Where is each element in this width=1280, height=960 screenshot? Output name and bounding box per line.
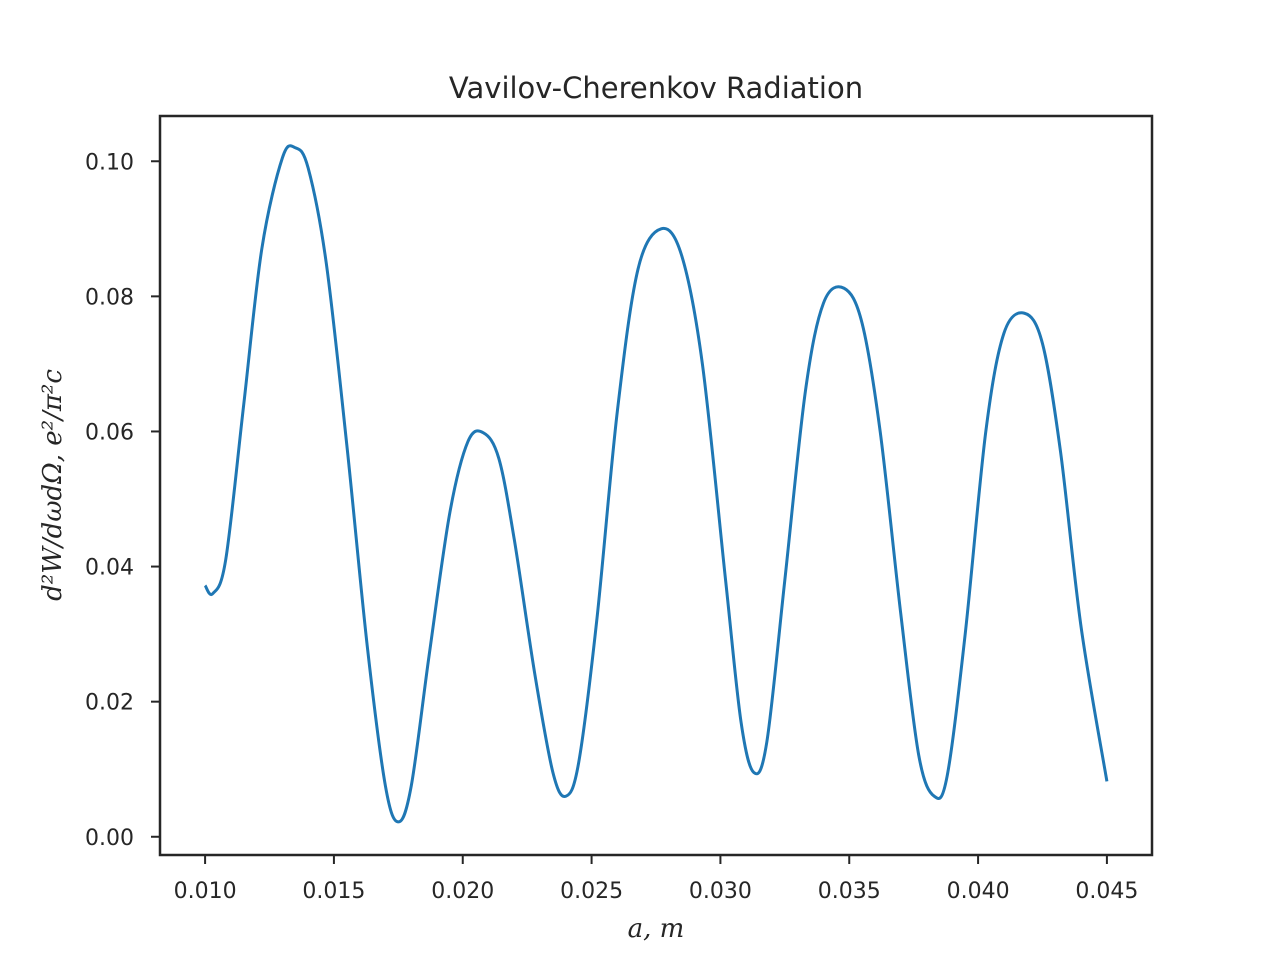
x-axis-label: a, m [628, 914, 685, 944]
y-axis: 0.00 0.02 0.04 0.06 0.08 0.10 [85, 150, 160, 851]
plot-area-background [160, 116, 1152, 855]
series-line [203, 144, 1109, 824]
x-tick-label: 0.030 [689, 879, 752, 904]
x-tick-label: 0.045 [1075, 879, 1138, 904]
y-tick-label: 0.00 [85, 826, 134, 851]
y-tick-label: 0.06 [85, 420, 134, 445]
x-tick-label: 0.035 [818, 879, 881, 904]
x-tick-label: 0.020 [431, 879, 494, 904]
y-tick-label: 0.08 [85, 285, 134, 310]
y-tick-label: 0.02 [85, 691, 134, 716]
y-tick-label: 0.10 [85, 150, 134, 175]
x-tick-label: 0.040 [947, 879, 1010, 904]
y-tick-label: 0.04 [85, 556, 134, 581]
plot-frame [158, 114, 1154, 857]
chart-title: Vavilov-Cherenkov Radiation [449, 71, 863, 105]
x-tick-label: 0.010 [174, 879, 237, 904]
x-tick-label: 0.025 [560, 879, 623, 904]
x-tick-label: 0.015 [302, 879, 365, 904]
x-axis: 0.010 0.015 0.020 0.025 0.030 0.035 0.040 0.045 [174, 855, 1138, 904]
y-axis-label: d²W/dωdΩ, e²/π²c [38, 369, 68, 601]
